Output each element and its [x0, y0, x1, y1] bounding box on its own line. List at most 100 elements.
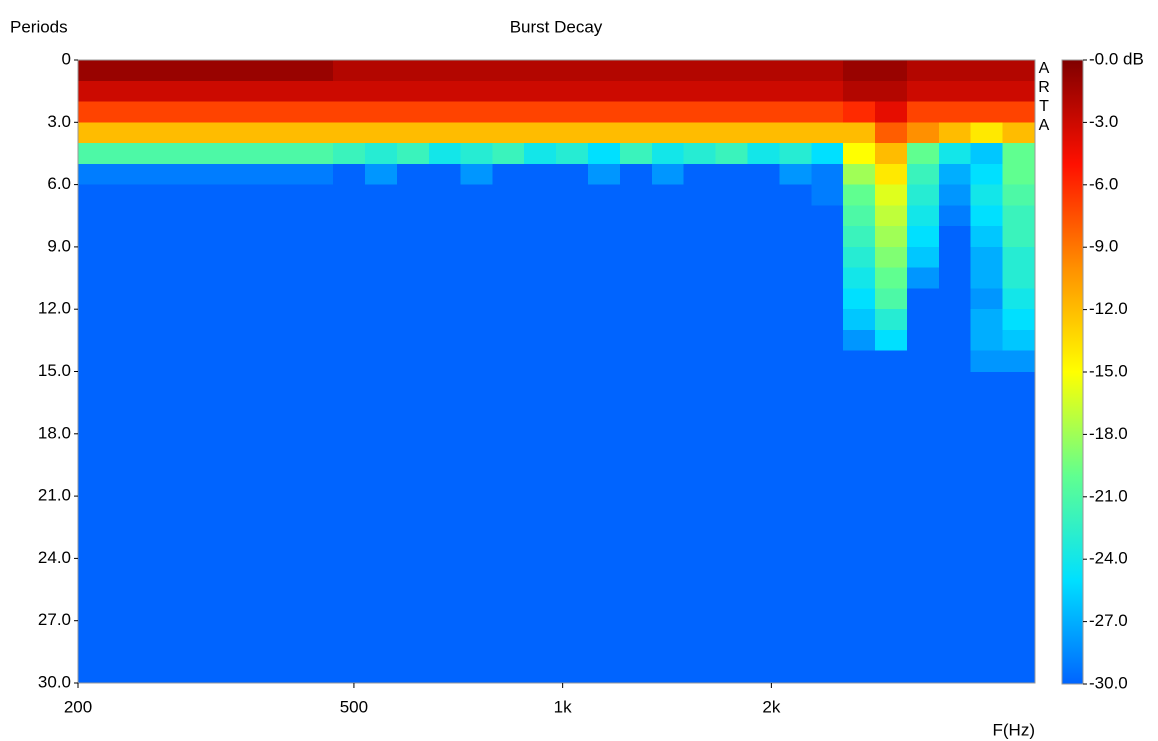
- heatmap-cell: [492, 288, 525, 310]
- heatmap-cells: [78, 60, 1036, 372]
- heatmap-cell: [428, 267, 462, 289]
- heatmap-cell: [141, 309, 175, 331]
- heatmap-cell: [811, 205, 844, 227]
- x-tick-label: 500: [340, 697, 368, 716]
- heatmap-cell: [205, 80, 238, 103]
- heatmap-cell: [843, 80, 876, 103]
- heatmap-cell: [269, 184, 302, 206]
- heatmap-cell: [906, 143, 940, 165]
- heatmap-cell: [141, 226, 175, 248]
- heatmap-cell: [365, 101, 398, 123]
- heatmap-cell: [556, 163, 589, 186]
- heatmap-cell: [588, 205, 621, 227]
- heatmap-cell: [556, 143, 589, 165]
- heatmap-cell: [843, 246, 876, 269]
- heatmap-cell: [970, 267, 1004, 289]
- y-tick-label: 18.0: [38, 423, 71, 442]
- heatmap-cell: [811, 163, 844, 186]
- heatmap-cell: [843, 163, 876, 186]
- y-axis-label: Periods: [10, 17, 68, 36]
- heatmap-cell: [301, 288, 334, 310]
- heatmap-cell: [588, 163, 621, 186]
- heatmap-cell: [906, 350, 940, 372]
- heatmap-cell: [492, 350, 525, 372]
- heatmap-cell: [779, 329, 812, 352]
- heatmap-cell: [651, 329, 685, 352]
- heatmap-cell: [332, 309, 366, 331]
- heatmap-cell: [460, 350, 493, 372]
- heatmap-cell: [301, 163, 334, 186]
- heatmap-cell: [970, 350, 1004, 372]
- heatmap-cell: [588, 80, 621, 103]
- heatmap-cell: [651, 80, 685, 103]
- heatmap-cell: [78, 184, 111, 206]
- heatmap-cell: [875, 163, 908, 186]
- heatmap-cell: [938, 267, 972, 289]
- heatmap-cell: [715, 184, 748, 206]
- heatmap-cell: [301, 246, 334, 269]
- heatmap-cell: [332, 329, 366, 352]
- heatmap-cell: [237, 205, 270, 227]
- heatmap-cell: [141, 122, 175, 144]
- heatmap-cell: [301, 226, 334, 248]
- heatmap-cell: [588, 329, 621, 352]
- heatmap-cell: [269, 60, 302, 82]
- heatmap-cell: [109, 122, 143, 144]
- heatmap-cell: [588, 267, 621, 289]
- heatmap-cell: [651, 288, 685, 310]
- heatmap-cell: [524, 143, 557, 165]
- x-tick-label: 200: [64, 697, 92, 716]
- heatmap-cell: [332, 205, 366, 227]
- heatmap-cell: [779, 101, 812, 123]
- heatmap-cell: [938, 309, 972, 331]
- heatmap-cell: [970, 60, 1004, 82]
- heatmap-cell: [301, 267, 334, 289]
- heatmap-cell: [365, 350, 398, 372]
- heatmap-cell: [141, 101, 175, 123]
- heatmap-cell: [651, 122, 685, 144]
- heatmap-cell: [747, 267, 780, 289]
- heatmap-cell: [365, 60, 398, 82]
- heatmap-cell: [174, 60, 207, 82]
- heatmap-cell: [651, 60, 685, 82]
- y-tick-label: 6.0: [47, 174, 71, 193]
- heatmap-cell: [460, 226, 493, 248]
- heatmap-cell: [811, 60, 844, 82]
- heatmap-cell: [492, 163, 525, 186]
- heatmap-cell: [78, 101, 111, 123]
- heatmap-cell: [970, 80, 1004, 103]
- heatmap-cell: [396, 184, 430, 206]
- heatmap-cell: [332, 101, 366, 123]
- heatmap-cell: [332, 184, 366, 206]
- heatmap-cell: [651, 163, 685, 186]
- heatmap-cell: [811, 226, 844, 248]
- heatmap-cell: [141, 184, 175, 206]
- heatmap-cell: [396, 60, 430, 82]
- colorbar-label: -18.0: [1089, 424, 1128, 443]
- heatmap-cell: [619, 205, 653, 227]
- heatmap-cell: [205, 205, 238, 227]
- heatmap-cell: [365, 226, 398, 248]
- heatmap-cell: [365, 80, 398, 103]
- heatmap-cell: [747, 205, 780, 227]
- heatmap-cell: [843, 122, 876, 144]
- heatmap-cell: [938, 122, 972, 144]
- heatmap-cell: [396, 122, 430, 144]
- heatmap-cell: [174, 163, 207, 186]
- heatmap-cell: [843, 267, 876, 289]
- watermark: ARTA: [1038, 60, 1050, 134]
- heatmap-cell: [875, 101, 908, 123]
- heatmap-cell: [747, 163, 780, 186]
- heatmap-cell: [269, 309, 302, 331]
- heatmap-cell: [619, 122, 653, 144]
- heatmap-cell: [396, 309, 430, 331]
- heatmap-cell: [269, 101, 302, 123]
- heatmap-cell: [747, 288, 780, 310]
- y-tick-label: 30.0: [38, 672, 71, 691]
- heatmap-cell: [524, 184, 557, 206]
- heatmap-cell: [524, 163, 557, 186]
- heatmap-cell: [588, 101, 621, 123]
- heatmap-cell: [237, 246, 270, 269]
- heatmap-cell: [237, 60, 270, 82]
- heatmap-cell: [174, 143, 207, 165]
